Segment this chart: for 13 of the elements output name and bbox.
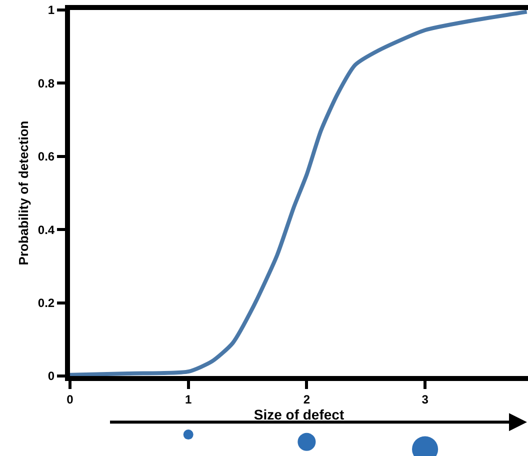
y-axis-title: Probability of detection bbox=[16, 120, 31, 266]
line-series bbox=[70, 10, 528, 376]
y-tick-label: 0.4 bbox=[38, 222, 55, 237]
y-tick-label: 0.8 bbox=[38, 76, 55, 90]
x-tick-label: 2 bbox=[303, 392, 310, 406]
y-tick-label: 1 bbox=[48, 3, 55, 18]
y-tick-label: 0.6 bbox=[38, 150, 55, 164]
x-axis-title: Size of defect bbox=[254, 406, 344, 422]
x-tick-label: 1 bbox=[185, 392, 192, 406]
x-tick-label: 3 bbox=[422, 392, 429, 406]
y-tick-label: 0 bbox=[48, 369, 55, 384]
x-tick-label: 0 bbox=[66, 392, 74, 406]
y-tick-label: 0.2 bbox=[38, 296, 55, 310]
